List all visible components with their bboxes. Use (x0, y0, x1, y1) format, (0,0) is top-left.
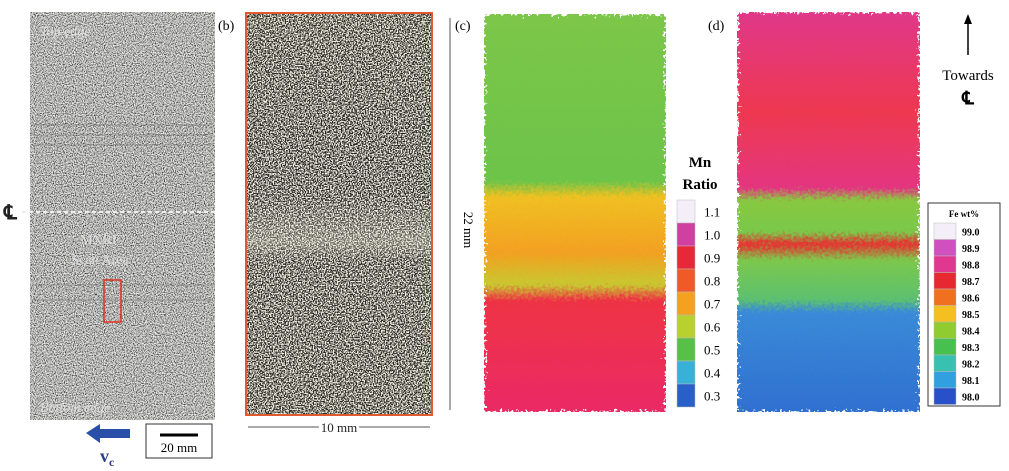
direction-arrow (86, 424, 130, 443)
centerline-symbol: ℄ (3, 202, 18, 224)
velocity-label: vc (100, 446, 115, 469)
micrograph-b (246, 13, 432, 415)
legend-title: Ratio (683, 177, 718, 193)
panel-label: (c) (455, 19, 471, 34)
legend-label: 98.9 (962, 244, 980, 255)
legend-label: 0.9 (704, 251, 720, 266)
legend-swatch (933, 272, 957, 290)
legend-label: 99.0 (962, 227, 980, 238)
panel-label: (b) (218, 19, 235, 34)
scale-label: 20 mm (161, 440, 197, 455)
legend-swatch (676, 383, 696, 408)
arrow-head (964, 14, 972, 24)
legend-label: 98.0 (962, 392, 980, 403)
legend-label: 1.1 (704, 205, 720, 220)
panel-label: (a) (4, 9, 20, 24)
photo-a (30, 12, 215, 420)
legend-swatch (676, 314, 696, 339)
legend-label: 0.7 (704, 297, 721, 312)
legend-label: 0.3 (704, 389, 720, 404)
panel-label: (d) (708, 19, 725, 34)
legend-label: 98.5 (962, 310, 980, 321)
legend: 1.1 1.0 0.9 0.8 0.7 0.6 0.5 0.4 0.3 (676, 199, 721, 408)
scan-label: MXRF (80, 233, 120, 248)
legend-swatch (933, 222, 957, 240)
legend-swatch (933, 321, 957, 339)
legend-label: 0.4 (704, 366, 721, 381)
scale-box (145, 423, 213, 459)
legend-swatch (676, 337, 696, 362)
legend-label: 0.5 (704, 343, 720, 358)
legend-label: 98.6 (962, 293, 980, 304)
legend-label: 98.1 (962, 376, 980, 387)
annotation: Towards (942, 68, 994, 84)
legend-swatch (676, 291, 696, 316)
legend-swatch (933, 288, 957, 306)
scan-label: Scan Area (71, 253, 129, 268)
legend-swatch (933, 371, 957, 389)
legend-swatch (933, 338, 957, 356)
annotation: ℄ (961, 88, 974, 108)
legend-swatch (676, 245, 696, 270)
legend-swatch (676, 222, 696, 247)
velocity-symbol: v (100, 446, 109, 466)
legend-swatch (676, 268, 696, 293)
map-c (484, 14, 666, 412)
legend-label: 1.0 (704, 228, 720, 243)
weld-lines (32, 124, 213, 301)
legend-label: 98.8 (962, 260, 980, 271)
legend-swatch (933, 239, 957, 257)
legend-swatch (933, 387, 957, 405)
legend-swatch (933, 354, 957, 372)
legend: 99.0 98.9 98.8 98.7 98.6 98.5 98.4 98.3 98.2 98.1… (933, 222, 980, 405)
legend-swatch (676, 360, 696, 385)
legend-swatch (676, 199, 696, 224)
legend-swatch (933, 255, 957, 273)
legend-title: Fe wt% (949, 209, 979, 219)
bottom-label: Bottom edge (40, 401, 110, 416)
legend-label: 98.4 (962, 326, 980, 337)
micrograph-border (245, 12, 433, 416)
width-label: 10 mm (321, 420, 357, 435)
legend-title: Mn (689, 155, 712, 171)
legend-label: 98.2 (962, 359, 980, 370)
map-d (737, 12, 920, 412)
height-label: 22 mm (461, 212, 476, 248)
legend-label: 0.8 (704, 274, 720, 289)
scan-area-box (103, 279, 122, 323)
legend-label: 98.3 (962, 343, 980, 354)
legend-label: 0.6 (704, 320, 721, 335)
legend-label: 98.7 (962, 277, 980, 288)
legend-swatch (933, 305, 957, 323)
velocity-subscript: c (109, 455, 115, 469)
top-label: Top edge (40, 25, 90, 40)
